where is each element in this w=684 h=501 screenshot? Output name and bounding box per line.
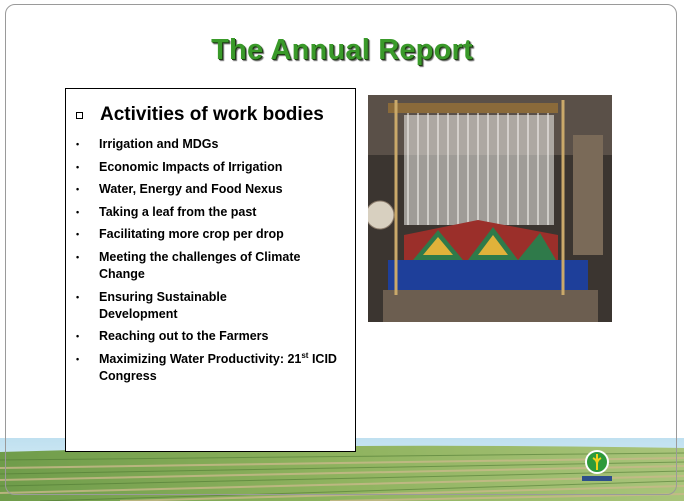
slide-title: The Annual Report xyxy=(211,34,473,66)
item-list: Irrigation and MDGs Economic Impacts of … xyxy=(76,136,348,390)
list-item: Reaching out to the Farmers xyxy=(76,328,348,345)
list-item: Water, Energy and Food Nexus xyxy=(76,181,348,198)
item-text: ICID Congress xyxy=(99,351,337,383)
superscript: st xyxy=(301,350,309,360)
list-item: Taking a leaf from the past xyxy=(76,204,348,221)
list-item: Economic Impacts of Irrigation xyxy=(76,159,348,176)
list-item: Meeting the challenges of Climate Change xyxy=(76,249,348,283)
list-item: Irrigation and MDGs xyxy=(76,136,348,153)
list-item: Facilitating more crop per drop xyxy=(76,226,348,243)
list-item: Ensuring Sustainable Development xyxy=(76,289,348,323)
heading-text: Activities of work bodies xyxy=(100,104,324,125)
item-text: Maximizing Water Productivity: 21 xyxy=(99,351,302,366)
content-box: Activities of work bodies Irrigation and… xyxy=(65,88,356,452)
loom-photo xyxy=(368,95,612,322)
slide-frame xyxy=(5,4,677,495)
list-item: Maximizing Water Productivity: 21st ICID… xyxy=(76,351,348,385)
square-bullet xyxy=(76,111,83,119)
box-heading: Activities of work bodies xyxy=(76,104,324,126)
